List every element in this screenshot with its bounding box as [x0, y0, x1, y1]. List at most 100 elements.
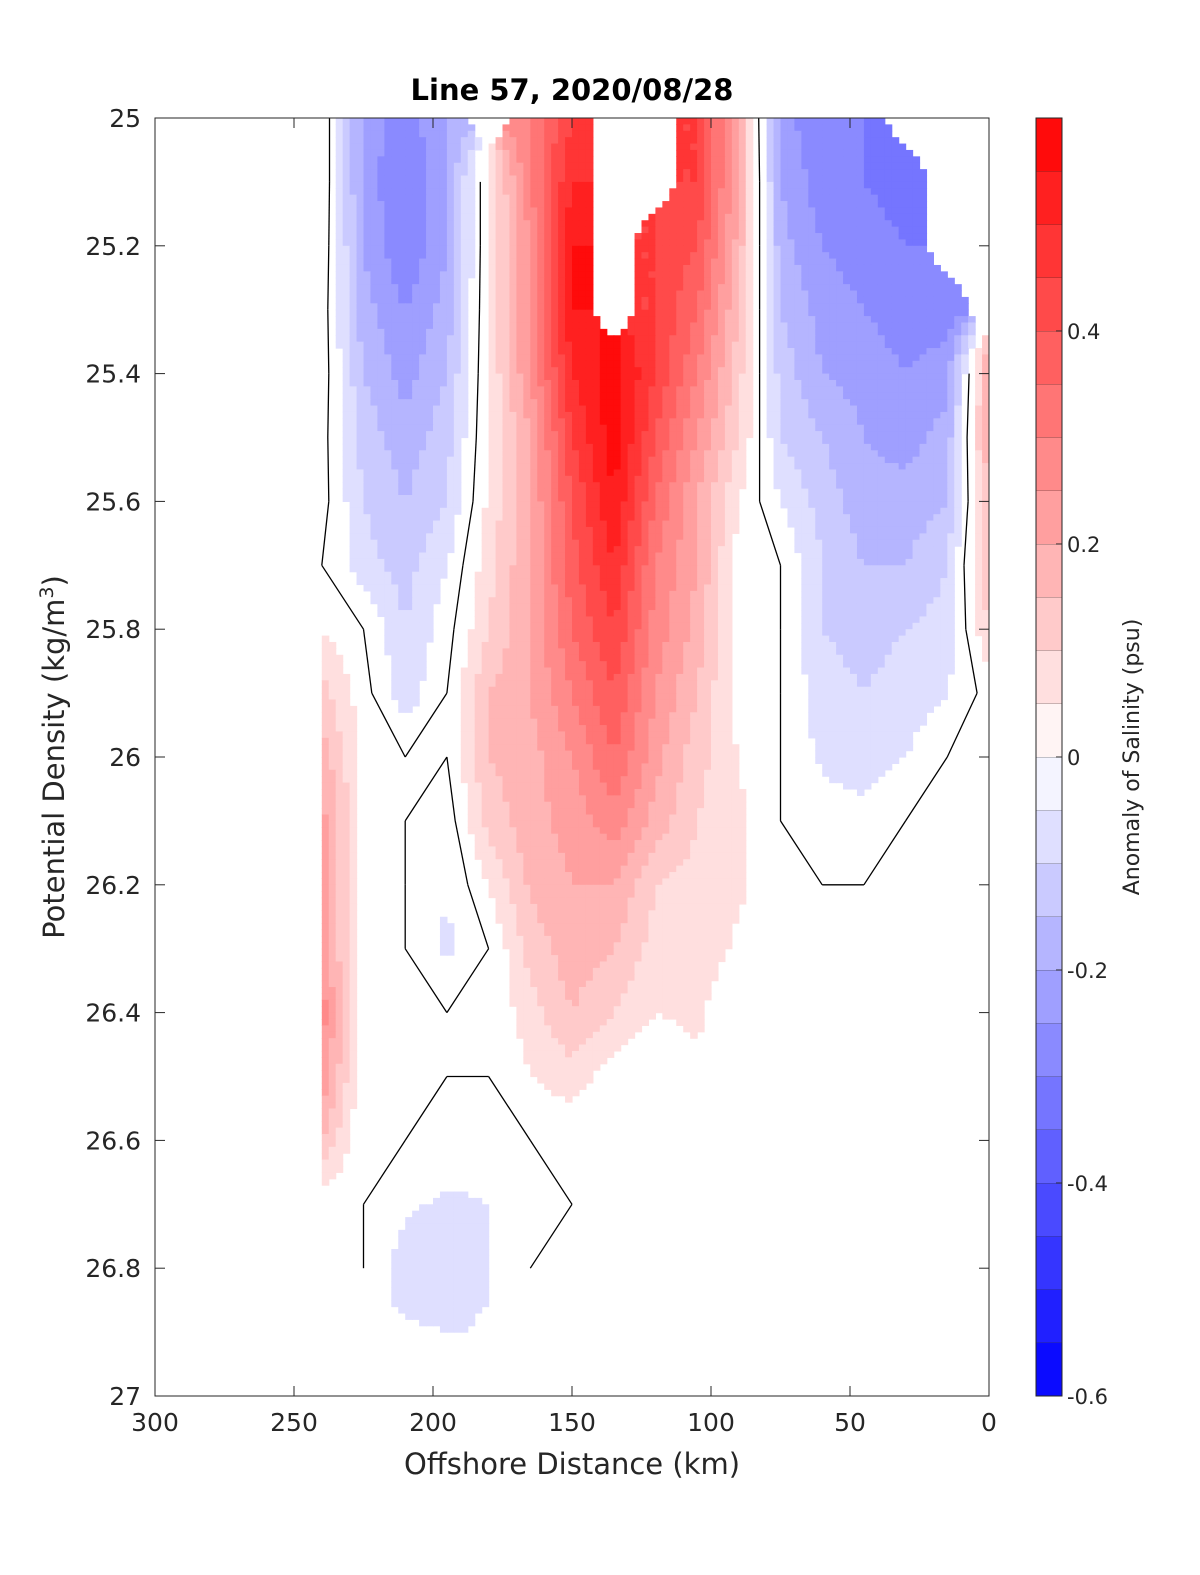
contour-cell [474, 143, 483, 151]
contour-cell [711, 424, 719, 432]
contour-cell [356, 322, 365, 330]
contour-cell [377, 124, 385, 132]
contour-cell [829, 201, 837, 209]
contour-cell [551, 290, 559, 298]
contour-cell [558, 220, 566, 228]
contour-cell [898, 354, 907, 362]
contour-cell [446, 354, 455, 362]
contour-cell [377, 175, 385, 183]
contour-cell [780, 130, 789, 138]
contour-cell [884, 149, 893, 157]
contour-cell [370, 456, 378, 464]
contour-cell [697, 399, 705, 407]
contour-cell [516, 124, 524, 132]
contour-cell [426, 124, 434, 132]
contour-cell [711, 501, 719, 509]
contour-cell [704, 443, 712, 451]
chart-title: Line 57, 2020/08/28 [411, 73, 734, 107]
contour-cell [551, 188, 559, 196]
contour-cell [565, 501, 573, 509]
contour-cell [502, 169, 511, 177]
contour-cell [384, 124, 392, 132]
contour-cell [599, 520, 608, 528]
contour-cell [398, 418, 406, 426]
contour-cell [446, 341, 455, 349]
contour-cell [634, 450, 643, 458]
contour-cell [815, 284, 823, 292]
contour-cell [439, 495, 448, 502]
contour-cell [724, 514, 733, 522]
contour-cell [433, 137, 441, 145]
contour-cell [537, 290, 545, 298]
contour-cell [745, 271, 754, 279]
contour-cell [745, 118, 754, 125]
contour-cell [384, 277, 392, 285]
contour-cell [669, 501, 677, 509]
contour-cell [926, 514, 934, 522]
contour-cell [551, 181, 559, 189]
contour-cell [523, 456, 531, 464]
contour-cell [370, 162, 378, 170]
contour-cell [766, 201, 775, 209]
contour-cell [572, 367, 580, 375]
contour-cell [884, 431, 893, 439]
contour-cell [898, 149, 907, 157]
contour-cell [724, 392, 733, 400]
contour-cell [794, 162, 802, 170]
contour-cell [808, 475, 816, 483]
contour-cell [982, 507, 989, 515]
contour-cell [745, 335, 754, 343]
contour-cell [891, 456, 900, 464]
contour-cell [502, 194, 511, 202]
contour-cell [905, 443, 914, 451]
contour-cell [683, 258, 691, 266]
contour-cell [704, 316, 712, 324]
contour-cell [773, 450, 782, 458]
contour-cell [433, 399, 441, 407]
contour-cell [856, 213, 865, 221]
contour-cell [537, 309, 545, 317]
contour-cell [613, 405, 622, 413]
contour-cell [870, 130, 879, 138]
contour-cell [975, 514, 983, 522]
contour-cell [954, 290, 962, 298]
contour-cell [676, 239, 684, 247]
contour-cell [808, 284, 816, 292]
contour-cell [704, 411, 712, 419]
contour-cell [829, 156, 837, 164]
contour-cell [912, 411, 921, 419]
contour-cell [377, 495, 385, 502]
contour-cell [745, 201, 754, 209]
contour-cell [433, 296, 441, 304]
contour-cell [349, 360, 358, 368]
contour-cell [704, 501, 712, 509]
contour-cell [655, 341, 663, 349]
contour-cell [884, 245, 893, 253]
contour-cell [370, 520, 378, 528]
contour-cell [342, 456, 351, 464]
contour-cell [606, 354, 615, 362]
contour-cell [405, 354, 413, 362]
contour-cell [530, 201, 538, 209]
contour-cell [801, 431, 809, 439]
contour-cell [850, 482, 858, 490]
contour-cell [954, 501, 962, 509]
contour-cell [523, 175, 531, 183]
contour-cell [898, 405, 907, 413]
contour-cell [502, 520, 511, 528]
contour-cell [954, 322, 962, 330]
contour-cell [384, 514, 392, 522]
contour-cell [572, 271, 580, 279]
contour-cell [898, 143, 907, 151]
contour-cell [523, 354, 531, 362]
contour-cell [565, 328, 573, 336]
contour-cell [933, 360, 941, 368]
contour-cell [523, 418, 531, 426]
contour-cell [405, 239, 413, 247]
contour-cell [453, 392, 462, 400]
contour-cell [537, 463, 545, 471]
contour-cell [947, 475, 955, 483]
contour-cell [891, 309, 900, 317]
contour-cell [523, 258, 531, 266]
contour-cell [662, 348, 670, 356]
